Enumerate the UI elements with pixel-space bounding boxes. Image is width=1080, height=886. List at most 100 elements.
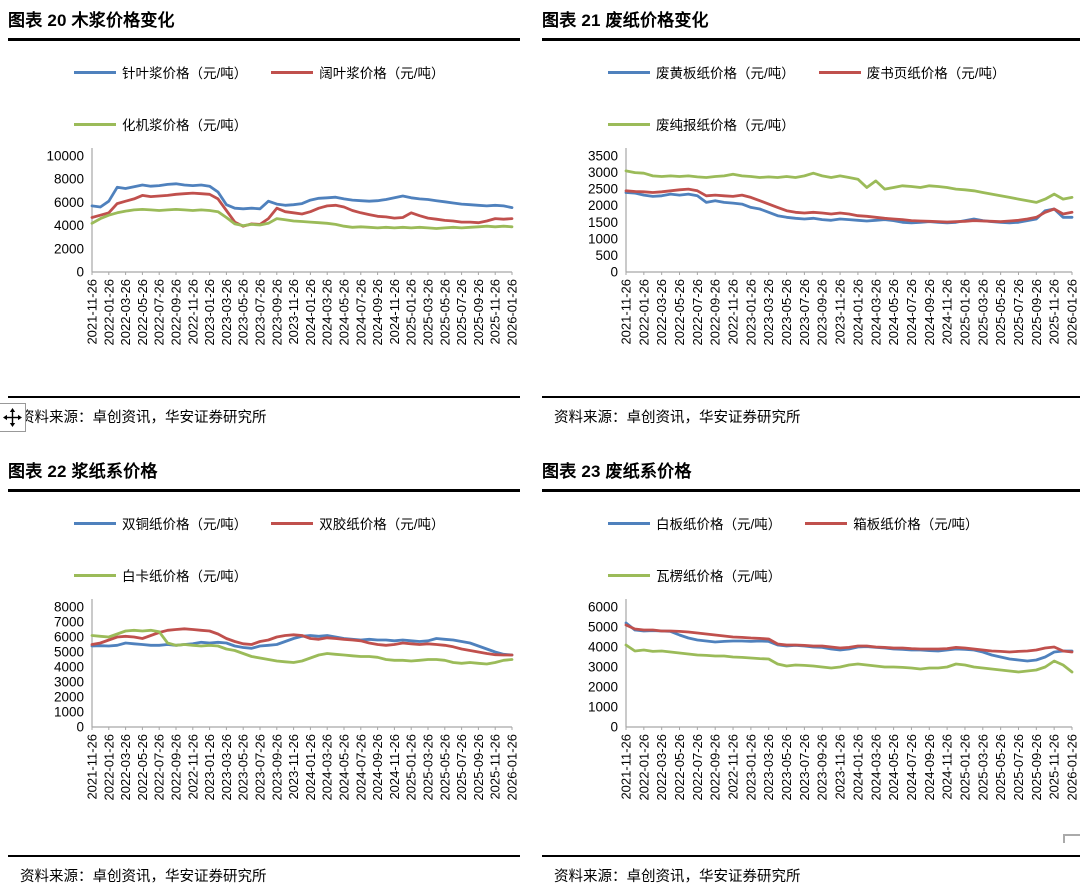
x-axis-tick-label: 2022-03-26 [654, 734, 669, 801]
x-axis-tick-label: 2025-09-26 [1029, 279, 1044, 346]
x-axis-tick-label: 2022-01-26 [101, 734, 116, 801]
y-axis-tick-label: 2000 [54, 690, 84, 705]
x-axis-tick-label: 2024-03-26 [868, 734, 883, 801]
x-axis-tick-label: 2026-01-26 [1065, 279, 1080, 346]
series-line [624, 621, 1074, 663]
line-chart[interactable]: 0 2000 4000 6000 8000 10000 2021-11-26 2022-01-… [8, 142, 520, 392]
x-axis-tick-label: 2023-03-26 [761, 734, 776, 801]
y-axis-tick-label: 0 [76, 720, 84, 735]
x-axis-tick-label: 2023-01-26 [743, 279, 758, 346]
y-axis-tick-label: 0 [76, 265, 84, 280]
line-chart[interactable]: 0 500 1000 1500 2000 2500 3000 3500 2021-11-26 20… [542, 142, 1080, 392]
x-axis-tick-label: 2024-09-26 [922, 734, 937, 801]
move-cross-arrows-icon [2, 408, 22, 427]
x-axis-tick-label: 2023-01-26 [743, 734, 758, 801]
line-chart[interactable]: 0 1000 2000 3000 4000 5000 6000 7000 8000 2021-11… [8, 593, 520, 851]
x-axis-tick-label: 2024-11-26 [387, 279, 402, 345]
x-axis-tick-label: 2023-05-26 [779, 734, 794, 801]
y-axis-tick-label: 7000 [54, 615, 84, 630]
x-axis-tick-label: 2024-09-26 [370, 734, 385, 801]
legend-item: 阔叶浆价格（元/吨） [271, 62, 445, 82]
series-line [624, 643, 1074, 674]
x-axis-tick-label: 2022-03-26 [118, 279, 133, 346]
legend-line-swatch [271, 70, 314, 74]
x-axis-tick-label: 2023-09-26 [815, 279, 830, 346]
x-axis-tick-label: 2024-07-26 [353, 734, 368, 801]
x-axis-tick-label: 2023-01-26 [202, 734, 217, 801]
legend-label: 双胶纸价格（元/吨） [319, 517, 445, 532]
x-axis-tick-label: 2022-09-26 [708, 279, 723, 346]
x-axis-tick-label: 2023-05-26 [779, 279, 794, 346]
legend-item: 废书页纸价格（元/吨） [818, 62, 1006, 82]
x-axis-tick-label: 2023-05-26 [236, 734, 251, 801]
x-axis-tick-label: 2024-09-26 [370, 279, 385, 346]
legend-label: 废书页纸价格（元/吨） [866, 66, 1006, 81]
legend-line-swatch [74, 70, 116, 74]
figure-title: 图表 23 废纸系价格 [542, 462, 692, 481]
x-axis-tick-label: 2022-03-26 [118, 734, 133, 801]
x-axis-tick-label: 2022-07-26 [690, 279, 705, 346]
x-axis-tick-label: 2022-11-26 [726, 734, 741, 800]
title-divider [8, 489, 520, 492]
x-axis-tick-label: 2023-11-26 [833, 734, 848, 800]
x-axis-tick-label: 2024-07-26 [904, 734, 919, 801]
legend-item: 针叶浆价格（元/吨） [74, 62, 247, 82]
y-axis-tick-label: 2500 [588, 182, 618, 197]
x-axis-tick-label: 2025-01-26 [957, 734, 972, 801]
legend-label: 废黄板纸价格（元/吨） [656, 66, 795, 81]
y-axis-tick-label: 3000 [588, 660, 618, 675]
y-axis-tick-label: 6000 [54, 630, 84, 645]
x-axis-tick-label: 2021-11-26 [85, 279, 100, 345]
y-axis-tick-label: 6000 [588, 600, 618, 615]
x-axis-tick-label: 2025-11-26 [1047, 734, 1062, 800]
source-note: 资料来源：卓创资讯，华安证券研究所 [554, 869, 801, 885]
x-axis-tick-label: 2022-01-26 [636, 734, 651, 801]
legend-line-swatch [608, 573, 650, 577]
x-axis-tick-label: 2025-11-26 [488, 279, 503, 345]
x-axis-tick-label: 2024-03-26 [320, 279, 335, 346]
y-axis-tick-label: 4000 [588, 640, 618, 655]
x-axis-tick-label: 2022-07-26 [152, 734, 167, 801]
x-axis-tick-label: 2024-11-26 [940, 734, 955, 800]
x-axis-tick-label: 2024-01-26 [850, 279, 865, 346]
legend-item: 白板纸价格（元/吨） [608, 513, 781, 533]
x-axis-tick-label: 2025-05-26 [993, 734, 1008, 801]
legend-line-swatch [74, 122, 116, 126]
x-axis-tick-label: 2025-05-26 [437, 734, 452, 801]
x-axis-tick-label: 2025-07-26 [1011, 279, 1026, 346]
x-axis-tick-label: 2025-03-26 [975, 734, 990, 801]
x-axis-tick-label: 2025-11-26 [1047, 279, 1062, 345]
y-axis-tick-label: 2000 [588, 198, 618, 213]
x-axis-tick-label: 2024-09-26 [922, 279, 937, 346]
x-axis-tick-label: 2023-07-26 [253, 279, 268, 346]
line-chart[interactable]: 0 1000 2000 3000 4000 5000 6000 2021-11-26 2022-… [542, 593, 1080, 851]
move-handle[interactable] [0, 403, 26, 432]
x-axis-tick-label: 2024-03-26 [868, 279, 883, 346]
x-axis-tick-label: 2025-09-26 [471, 279, 486, 346]
x-axis-tick-label: 2025-01-26 [957, 279, 972, 346]
x-axis-tick-label: 2024-01-26 [303, 734, 318, 801]
x-axis-tick-label: 2022-11-26 [726, 279, 741, 345]
y-axis-tick-label: 2000 [588, 680, 618, 695]
series-line [90, 627, 514, 657]
x-axis-tick-label: 2023-05-26 [236, 279, 251, 346]
chart-legend: 针叶浆价格（元/吨） 阔叶浆价格（元/吨） 化机浆价格（元/吨） [8, 62, 520, 134]
x-axis-tick-label: 2026-01-26 [505, 279, 520, 346]
x-axis-tick-label: 2024-03-26 [320, 734, 335, 801]
x-axis-tick-label: 2024-05-26 [886, 279, 901, 346]
x-axis-tick-label: 2022-07-26 [152, 279, 167, 346]
legend-label: 针叶浆价格（元/吨） [122, 66, 248, 81]
source-divider [542, 855, 1080, 857]
x-axis-tick-label: 2022-09-26 [169, 279, 184, 346]
x-axis-tick-label: 2023-09-26 [269, 279, 284, 346]
y-axis-tick-label: 5000 [54, 645, 84, 660]
x-axis-tick-label: 2024-11-26 [387, 734, 402, 800]
legend-line-swatch [818, 70, 861, 74]
title-divider [8, 38, 520, 41]
x-axis-tick-label: 2022-09-26 [708, 734, 723, 801]
x-axis-tick-label: 2025-05-26 [993, 279, 1008, 346]
legend-item: 废纯报纸价格（元/吨） [608, 114, 795, 134]
x-axis-tick-label: 2025-01-26 [404, 734, 419, 801]
x-axis-tick-label: 2025-03-26 [975, 279, 990, 346]
